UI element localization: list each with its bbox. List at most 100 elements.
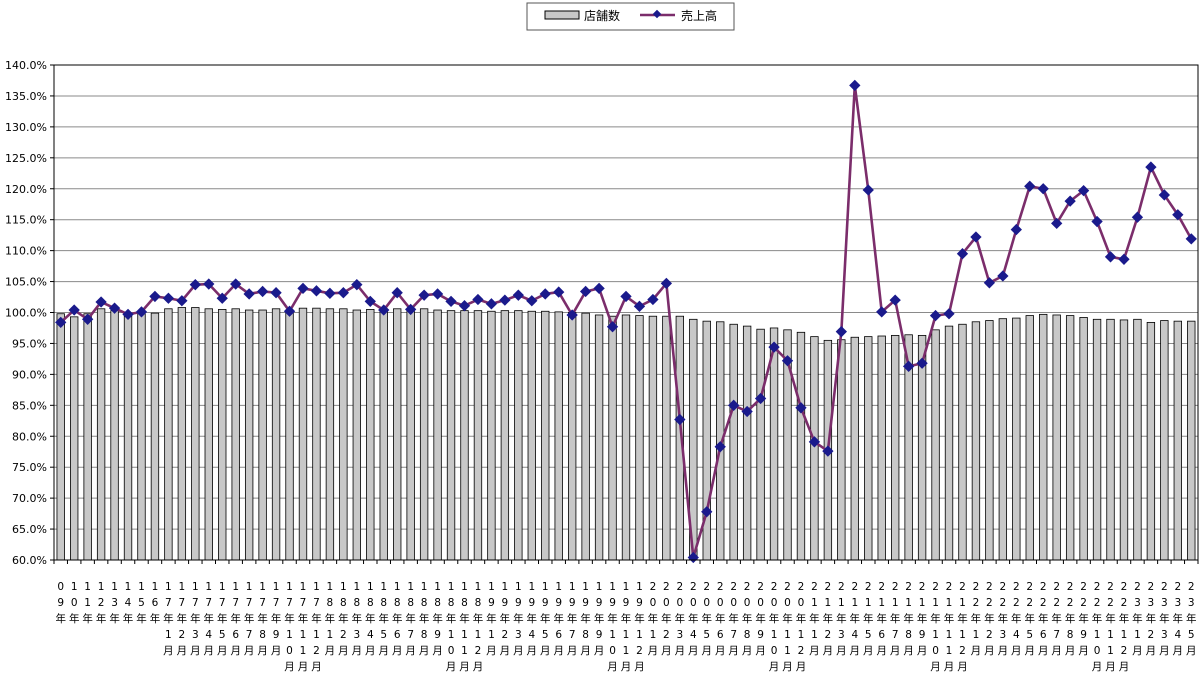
x-label-glyph: 8: [905, 629, 912, 641]
x-tick-label: 2 1 年 3 月: [836, 581, 847, 657]
x-tick-label: 2 2 年 7 月: [1051, 581, 1062, 657]
x-label-glyph: 年: [109, 612, 120, 625]
x-label-glyph: 4: [367, 629, 374, 641]
x-label-glyph: 年: [513, 612, 524, 625]
x-label-glyph: 0: [663, 597, 670, 609]
x-label-glyph: 1: [555, 581, 562, 593]
x-label-glyph: 月: [702, 645, 713, 657]
x-label-glyph: 1: [138, 581, 145, 593]
x-label-glyph: 2: [825, 581, 832, 593]
x-label-glyph: 2: [798, 645, 805, 657]
x-label-glyph: 年: [1051, 612, 1062, 625]
x-label-glyph: 年: [769, 612, 780, 625]
bar: [164, 308, 173, 561]
x-label-glyph: 6: [555, 629, 562, 641]
x-tick-label: 2 2 年 6 月: [1038, 581, 1049, 657]
x-label-glyph: 3: [353, 629, 360, 641]
x-tick-label: 1 9 年 1 2 月: [634, 581, 645, 673]
bar: [635, 315, 644, 561]
sales-point: [876, 306, 888, 318]
bar: [177, 307, 187, 561]
x-label-glyph: 9: [502, 597, 509, 609]
x-tick-label: 2 1 年 9 月: [917, 581, 928, 657]
x-label-glyph: 1: [71, 581, 78, 593]
x-label-glyph: 1: [515, 581, 522, 593]
bar: [1106, 318, 1115, 561]
x-axis-labels: 09年10年11年12年13年14年15年16年17年1月17年2月17年3月1…: [53, 560, 1199, 673]
sales-point: [674, 413, 686, 426]
sales-point: [1091, 215, 1103, 228]
x-label-glyph: 3: [1174, 597, 1181, 609]
x-label-glyph: 4: [851, 629, 858, 641]
bar: [83, 313, 92, 561]
sales-point: [714, 441, 726, 453]
x-label-glyph: 1: [327, 581, 334, 593]
x-label-glyph: 年: [1025, 612, 1036, 625]
bar: [1133, 318, 1142, 561]
x-label-glyph: 1: [1094, 629, 1101, 641]
x-label-glyph: 1: [623, 581, 630, 593]
sales-point: [270, 287, 282, 299]
x-tick-label: 1 7 年 1 0 月: [284, 581, 295, 673]
x-label-glyph: 月: [1092, 661, 1103, 673]
x-label-glyph: 月: [284, 661, 295, 673]
x-label-glyph: 2: [703, 581, 710, 593]
x-label-glyph: 1: [771, 629, 778, 641]
x-label-glyph: 年: [1186, 612, 1197, 625]
x-tick-label: 1 7 年 9 月: [271, 581, 282, 657]
x-label-glyph: 年: [378, 612, 389, 625]
x-tick-label: 2 2 年 8 月: [1065, 581, 1076, 657]
bar: [621, 314, 631, 561]
x-label-glyph: 月: [1011, 645, 1022, 657]
bar: [729, 323, 738, 561]
y-tick-label: 100.0%: [5, 307, 47, 320]
sales-point: [230, 278, 242, 290]
bar: [917, 334, 927, 561]
x-label-glyph: 年: [796, 612, 807, 625]
sales-point: [902, 360, 915, 372]
x-label-glyph: 月: [957, 661, 968, 673]
x-label-glyph: 9: [1080, 629, 1087, 641]
x-label-glyph: 月: [486, 645, 497, 657]
bar: [204, 308, 213, 561]
sales-point: [1158, 189, 1171, 201]
x-tick-label: 1 9 年 5 月: [540, 581, 551, 657]
x-label-glyph: 8: [448, 597, 455, 609]
bar: [837, 339, 846, 561]
x-label-glyph: 8: [407, 597, 414, 609]
x-label-glyph: 8: [744, 629, 751, 641]
x-label-glyph: 2: [340, 629, 347, 641]
x-tick-label: 0 9 年: [55, 581, 66, 625]
x-label-glyph: 5: [219, 629, 226, 641]
x-label-glyph: 2: [1134, 581, 1141, 593]
x-label-glyph: 月: [177, 645, 188, 657]
bar: [218, 309, 227, 561]
x-label-glyph: 月: [1051, 645, 1062, 657]
bar: [864, 336, 873, 561]
x-label-glyph: 月: [1132, 645, 1143, 657]
x-label-glyph: 4: [1013, 629, 1020, 641]
x-label-glyph: 2: [179, 629, 186, 641]
x-tick-label: 2 1 年 1 月: [809, 581, 820, 657]
x-tick-label: 1 1 年: [82, 581, 93, 625]
x-tick-label: 2 2 年 1 0 月: [1092, 581, 1103, 673]
x-label-glyph: 年: [809, 612, 820, 625]
x-label-glyph: 3: [1148, 597, 1155, 609]
x-label-glyph: 2: [663, 629, 670, 641]
x-label-glyph: 0: [744, 597, 751, 609]
sales-point: [149, 290, 161, 303]
x-tick-label: 2 3 年 4 月: [1173, 581, 1184, 657]
sales-point: [1051, 217, 1063, 230]
x-label-glyph: 1: [650, 629, 657, 641]
bar: [1092, 318, 1102, 561]
x-label-glyph: 1: [798, 629, 805, 641]
x-label-glyph: 7: [205, 597, 212, 609]
x-label-glyph: 1: [313, 629, 320, 641]
x-label-glyph: 7: [313, 597, 320, 609]
x-label-glyph: 月: [1025, 645, 1036, 657]
x-label-glyph: 1: [811, 597, 818, 609]
x-label-glyph: 年: [876, 612, 887, 625]
x-label-glyph: 年: [432, 612, 443, 625]
x-label-glyph: 年: [1173, 612, 1184, 625]
bar: [339, 308, 348, 561]
